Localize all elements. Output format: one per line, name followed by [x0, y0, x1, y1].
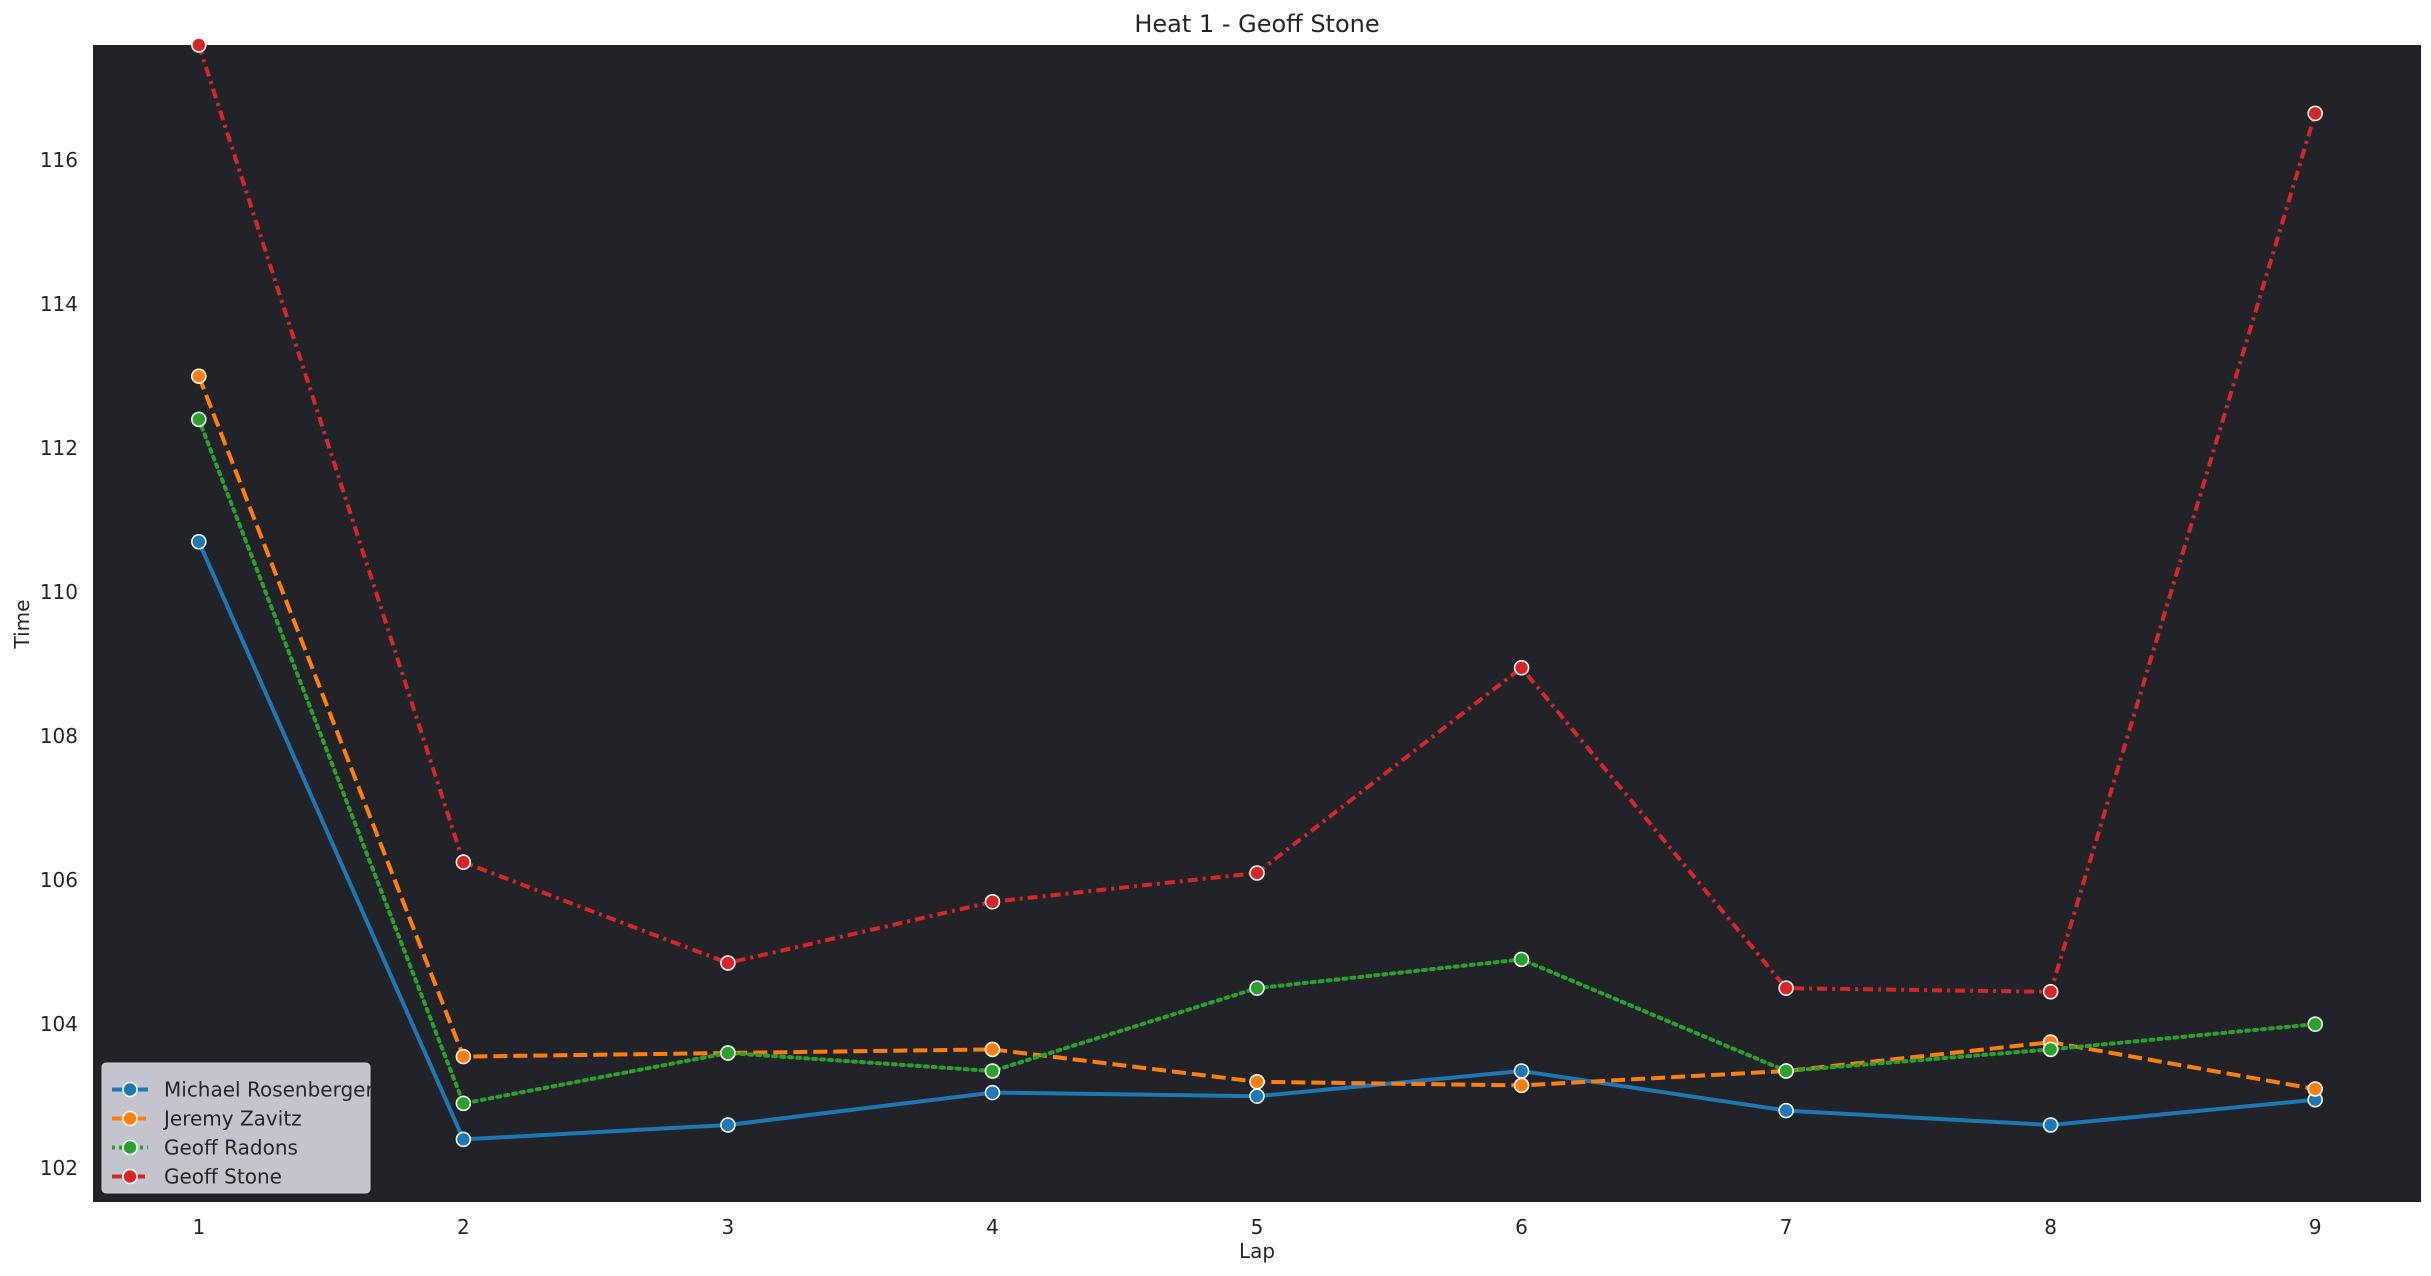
legend-label: Jeremy Zavitz	[162, 1107, 302, 1131]
x-tick-label: 1	[192, 1215, 205, 1239]
y-ticks: 102 104 106 108 110 112 114 116	[40, 148, 78, 1180]
data-point-s0-x5	[1249, 1088, 1265, 1104]
legend-label: Geoff Stone	[164, 1165, 282, 1189]
data-point-s0-x6	[1513, 1063, 1530, 1079]
data-point-s2-x5	[1249, 980, 1265, 996]
data-point-s3-x1	[191, 37, 207, 53]
x-tick-label: 2	[457, 1215, 470, 1239]
legend-label: Geoff Radons	[164, 1136, 298, 1160]
data-point-s1-x4	[984, 1041, 1001, 1058]
data-point-s0-x3	[720, 1117, 736, 1133]
data-point-s1-x1	[191, 368, 207, 384]
x-axis-label: Lap	[1239, 1239, 1275, 1263]
y-tick-label: 114	[40, 292, 78, 316]
y-axis-label: Time	[10, 600, 34, 650]
data-point-s2-x7	[1778, 1063, 1794, 1079]
data-point-s2-x8	[2042, 1041, 2059, 1058]
y-tick-label: 116	[40, 148, 78, 172]
legend: Michael Rosenberger Jeremy Zavitz Geoff Ra…	[101, 1062, 374, 1194]
data-point-s2-x1	[191, 411, 207, 428]
x-tick-label: 4	[986, 1215, 999, 1239]
legend-handle-marker	[122, 1139, 138, 1156]
legend-handle-marker	[122, 1081, 138, 1098]
legend-label: Michael Rosenberger	[164, 1078, 374, 1102]
y-tick-label: 106	[40, 868, 78, 892]
data-point-s2-x3	[720, 1045, 736, 1061]
data-point-s1-x5	[1249, 1074, 1265, 1090]
data-point-s1-x6	[1513, 1077, 1530, 1094]
data-point-s3-x2	[455, 854, 472, 870]
data-point-s2-x2	[455, 1095, 472, 1112]
x-tick-label: 3	[722, 1215, 735, 1239]
x-ticks: 1 2 3 4 5 6 7 8 9	[192, 1215, 2321, 1239]
data-point-s3-x7	[1778, 980, 1794, 996]
legend-handle-marker	[122, 1110, 138, 1127]
series-layer	[191, 37, 2323, 1148]
y-tick-label: 104	[40, 1012, 78, 1036]
x-tick-label: 8	[2044, 1215, 2057, 1239]
data-point-s3-x6	[1513, 660, 1530, 676]
data-point-s2-x6	[1513, 951, 1530, 968]
plot-background	[93, 45, 2421, 1202]
legend-handle-marker	[122, 1168, 138, 1185]
data-point-s0-x4	[984, 1084, 1001, 1101]
y-tick-label: 110	[40, 580, 78, 604]
chart-title: Heat 1 - Geoff Stone	[1134, 10, 1379, 38]
y-tick-label: 112	[40, 436, 78, 460]
data-point-s2-x4	[984, 1063, 1001, 1079]
data-point-s3-x5	[1249, 865, 1265, 881]
data-point-s3-x3	[720, 955, 736, 971]
data-point-s0-x7	[1778, 1102, 1794, 1119]
data-point-s1-x2	[455, 1048, 472, 1065]
data-point-s3-x4	[984, 894, 1001, 910]
data-point-s2-x9	[2307, 1016, 2323, 1032]
x-tick-label: 7	[1780, 1215, 1793, 1239]
x-tick-label: 9	[2309, 1215, 2322, 1239]
data-point-s0-x8	[2042, 1117, 2059, 1133]
y-tick-label: 102	[40, 1156, 78, 1180]
data-point-s3-x8	[2042, 984, 2059, 1000]
y-tick-label: 108	[40, 724, 78, 748]
data-point-s0-x2	[455, 1131, 472, 1148]
data-point-s0-x1	[191, 534, 207, 550]
x-tick-label: 6	[1515, 1215, 1528, 1239]
x-tick-label: 5	[1251, 1215, 1264, 1239]
legend-box	[101, 1062, 371, 1194]
data-point-s1-x9	[2307, 1081, 2323, 1097]
data-point-s3-x9	[2307, 105, 2323, 122]
